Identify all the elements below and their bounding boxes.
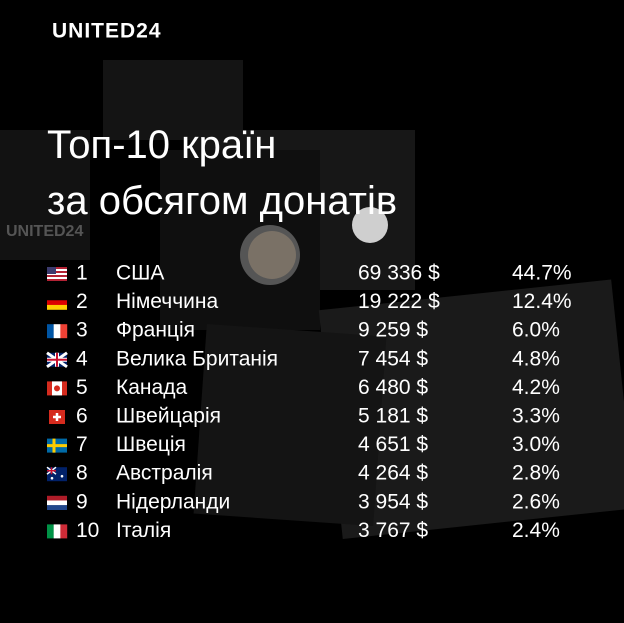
flag-part [47,524,54,539]
rank: 8 [76,462,88,485]
rank: 3 [76,319,88,342]
country: Австралія [116,462,213,485]
country: Італія [116,519,171,542]
flag-icon [47,495,67,510]
share: 2.8% [512,462,560,485]
table: 1 США 69 336 $ 44.7% 2 Німеччина 19 222 $ 12.4%… [46,262,572,542]
flag-part [54,385,60,392]
rank: 1 [76,262,88,285]
flag-part [47,300,67,306]
flag-part [47,304,67,310]
flag-part [47,505,67,510]
rank: 2 [76,290,88,313]
share: 2.6% [512,490,560,513]
flag-part [47,279,67,281]
logo: UNITED24 [52,20,162,43]
amount: 4 651 $ [358,433,428,456]
table-row: 3 Франція 9 259 $ 6.0% [47,319,560,342]
table-row: 1 США 69 336 $ 44.7% [47,262,572,285]
share: 4.2% [512,376,560,399]
table-row: 10 Італія 3 767 $ 2.4% [47,519,560,542]
flag-icon [49,410,65,424]
flag-part [53,413,61,421]
amount: 3 954 $ [358,490,428,513]
watermark: UNITED24 [6,223,83,240]
flag-part [60,324,68,339]
flag-icon [47,295,67,310]
amount: 19 222 $ [358,290,440,313]
rank: 7 [76,433,88,456]
share: 12.4% [512,290,572,313]
flag-part [47,277,67,279]
country: Швеція [116,433,186,456]
country: Нідерланди [116,490,230,513]
flag-icon [47,524,68,539]
flag-part [60,474,64,478]
amount: 69 336 $ [358,262,440,285]
share: 44.7% [512,262,572,285]
table-row: 9 Нідерланди 3 954 $ 2.6% [47,490,560,513]
flag-part [53,524,61,539]
flag-part [47,267,67,269]
flag-part [53,324,61,339]
flag-part [47,324,54,339]
country: Німеччина [116,290,218,313]
country: Швейцарія [116,405,221,428]
country: Франція [116,319,195,342]
flag-icon [47,267,67,281]
flag-part [47,273,67,275]
rank: 9 [76,490,88,513]
rank: 4 [76,347,88,370]
table-row: 4 Велика Британія 7 454 $ 4.8% [46,347,560,370]
flag-icon [46,351,68,369]
flag-part [47,495,67,501]
rank: 5 [76,376,88,399]
flag-icon [47,381,67,396]
title-line: Топ-10 країн [47,123,276,167]
title-line: за обсягом донатів [47,179,397,223]
amount: 3 767 $ [358,519,428,542]
share: 6.0% [512,319,560,342]
amount: 5 181 $ [358,405,428,428]
country: Канада [116,376,187,399]
flag-icon [47,324,68,339]
flag-part [47,467,56,475]
flag-part [47,269,67,271]
flag-part [47,352,67,367]
share: 3.3% [512,405,560,428]
flag-part [60,524,68,539]
flag-icon [47,438,67,453]
flag-part [47,271,67,273]
country: США [116,262,164,285]
flag-part [47,500,67,506]
flag-icon [46,466,67,482]
table-row: 5 Канада 6 480 $ 4.2% [47,376,560,399]
table-row: 8 Австралія 4 264 $ 2.8% [46,462,560,485]
flag-part [47,438,67,453]
country: Велика Британія [116,347,278,370]
share: 2.4% [512,519,560,542]
background-boxes [0,60,624,540]
flag-part [47,267,56,274]
flag-part [50,476,54,480]
table-row: 2 Німеччина 19 222 $ 12.4% [47,290,572,313]
amount: 4 264 $ [358,462,428,485]
rank: 6 [76,405,88,428]
amount: 6 480 $ [358,376,428,399]
amount: 9 259 $ [358,319,428,342]
flag-part [47,275,67,277]
amount: 7 454 $ [358,347,428,370]
share: 4.8% [512,347,560,370]
flag-part [47,295,67,301]
share: 3.0% [512,433,560,456]
table-row: 6 Швейцарія 5 181 $ 3.3% [49,405,560,428]
table-row: 7 Швеція 4 651 $ 3.0% [47,433,560,456]
rank: 10 [76,519,99,542]
